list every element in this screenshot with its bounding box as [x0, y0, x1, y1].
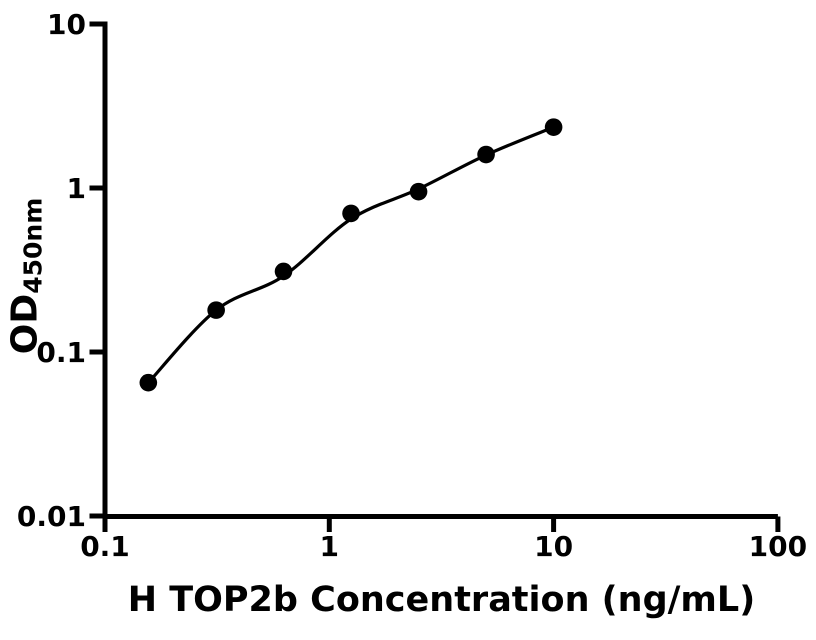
y-tick-label: 1: [67, 172, 86, 205]
data-point: [409, 182, 428, 201]
x-tick-label: 100: [749, 530, 807, 563]
y-tick-label: 0.1: [36, 336, 86, 369]
data-point: [139, 373, 158, 392]
x-tick-label: 10: [534, 530, 573, 563]
x-tick-label: 0.1: [80, 530, 130, 563]
y-axis-label-subscript: 450nm: [18, 197, 48, 294]
y-axis-label-text: OD450nm: [5, 198, 48, 355]
fit-curve: [147, 125, 555, 384]
data-point: [477, 145, 495, 164]
data-point: [544, 118, 563, 136]
axis-spine: [102, 21, 778, 519]
x-axis-label: H TOP2b Concentration (ng/mL): [127, 580, 756, 620]
y-tick-label: 10: [47, 8, 86, 41]
y-axis-label-main: OD: [4, 293, 46, 355]
x-tick-label: 1: [320, 530, 339, 563]
data-point: [342, 204, 360, 223]
data-point: [274, 262, 293, 281]
y-tick-label: 0.01: [17, 500, 86, 533]
data-point: [207, 301, 225, 319]
